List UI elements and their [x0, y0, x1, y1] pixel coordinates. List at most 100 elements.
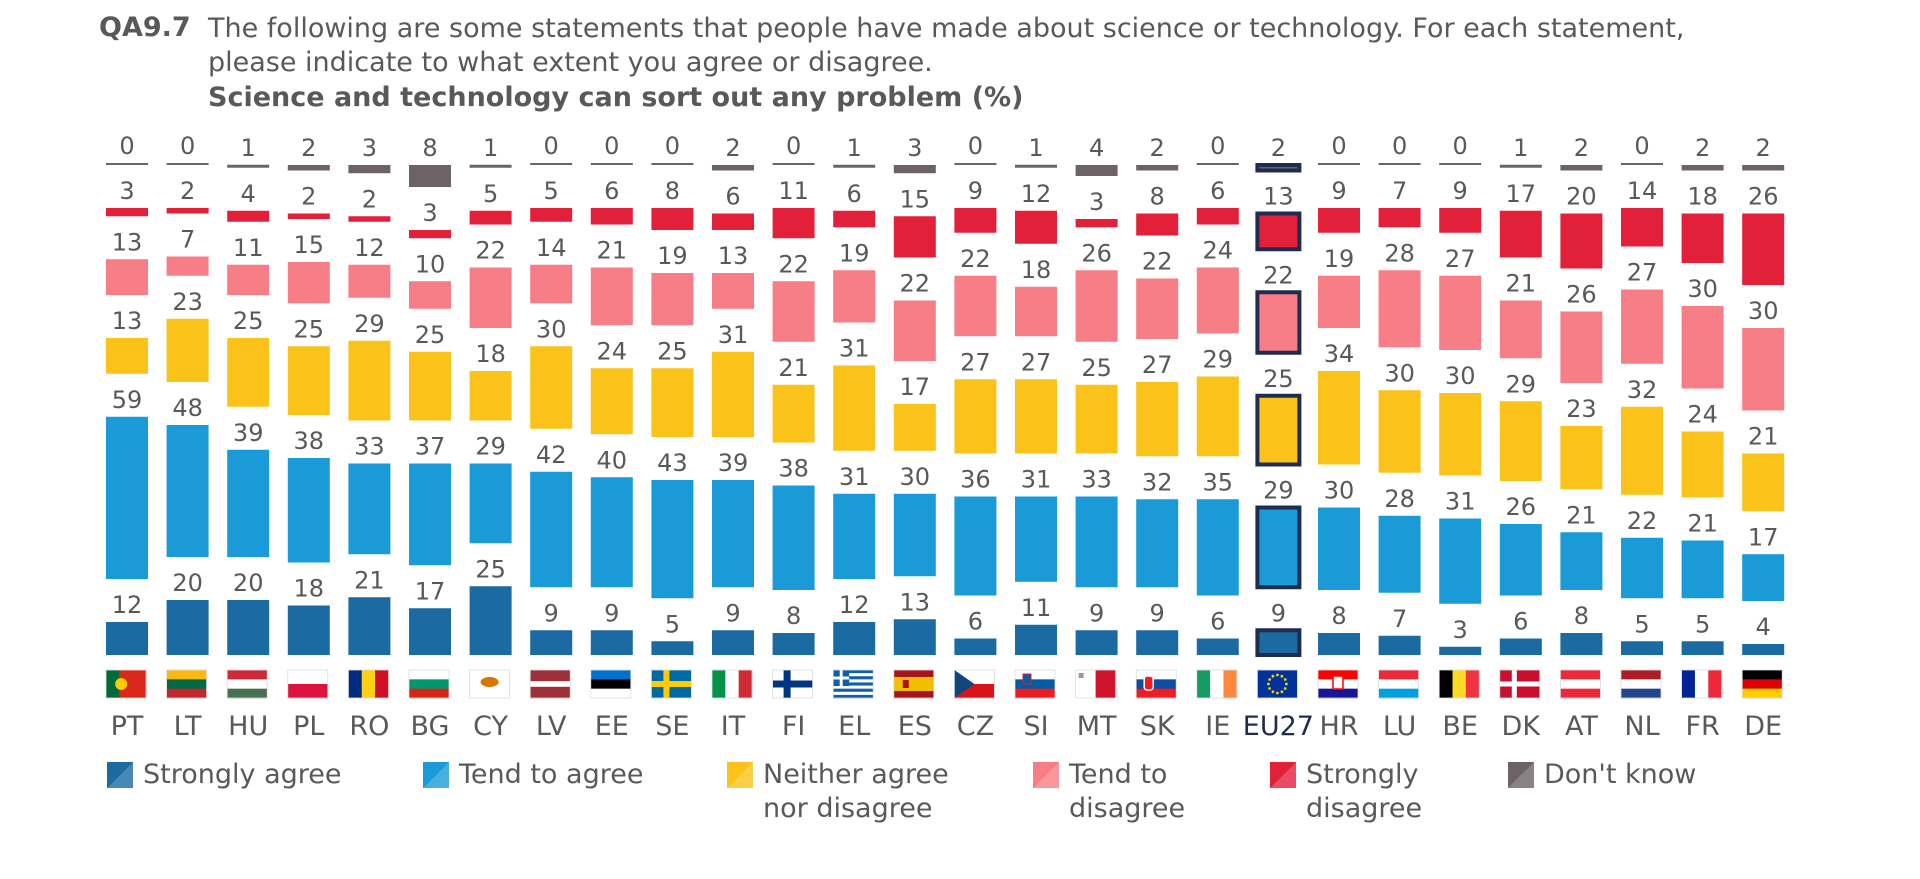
category-label-es: ES: [898, 711, 932, 742]
bar-neither-eu27: [1255, 393, 1302, 467]
data-label-strongly-agree-ee: 9: [604, 599, 619, 627]
data-label-dont-know-ie: 0: [1210, 132, 1225, 160]
bar-neither-fi: [772, 384, 815, 443]
flag-icon-fi: [772, 669, 813, 699]
legend-item-strongly-disagree: Strongly disagree: [1270, 758, 1422, 826]
bar-strongly-disagree-lv: [530, 208, 573, 222]
bar-strongly-agree-ee: [590, 630, 633, 655]
bar-tend-to-agree-cz: [954, 496, 997, 596]
legend-label-neither: Neither agree nor disagree: [763, 759, 949, 824]
stacked-column-chart: 1259131330204823720203925114118382515222…: [105, 132, 1785, 742]
flag-icon-si: [1014, 669, 1056, 699]
bar-tend-to-disagree-cz: [954, 275, 997, 337]
bar-tend-to-agree-at: [1560, 532, 1603, 590]
data-label-tend-to-disagree-mt: 26: [1081, 239, 1112, 267]
bar-tend-to-disagree-eu27: [1255, 290, 1302, 355]
data-label-tend-to-disagree-bg: 10: [415, 250, 446, 278]
bar-neither-de: [1742, 453, 1785, 512]
data-label-tend-to-disagree-nl: 27: [1627, 259, 1658, 287]
bar-strongly-agree-lt: [166, 600, 209, 655]
data-label-tend-to-disagree-fr: 30: [1687, 275, 1718, 303]
data-label-strongly-agree-mt: 9: [1089, 599, 1104, 627]
bar-tend-to-disagree-si: [1015, 286, 1057, 337]
category-label-ro: RO: [349, 711, 389, 742]
bar-tend-to-disagree-pl: [287, 262, 330, 304]
bar-neither-si: [1015, 379, 1057, 454]
bar-tend-to-agree-si: [1015, 496, 1057, 582]
bar-tend-to-agree-ro: [348, 463, 391, 555]
data-label-dont-know-fi: 0: [786, 132, 801, 160]
data-label-dont-know-mt: 4: [1089, 134, 1104, 162]
data-label-tend-to-agree-bg: 37: [415, 433, 446, 461]
flag-icon-be: [1438, 669, 1480, 699]
data-label-tend-to-disagree-at: 26: [1566, 281, 1597, 309]
bar-neither-sk: [1136, 382, 1179, 457]
bar-dont-know-lu: [1378, 163, 1421, 165]
legend-item-tend-to-agree: Tend to agree: [423, 758, 643, 792]
legend-swatch-tend-to-agree: [423, 762, 449, 788]
bar-neither-at: [1560, 426, 1603, 490]
data-label-neither-se: 25: [657, 337, 688, 365]
category-label-de: DE: [1744, 711, 1782, 742]
bar-tend-to-agree-nl: [1621, 537, 1663, 599]
flag-icon-ie: [1196, 669, 1238, 699]
data-label-tend-to-agree-fi: 38: [778, 455, 809, 483]
legend-item-strongly-agree: Strongly agree: [107, 758, 341, 792]
category-label-ee: EE: [595, 711, 629, 742]
data-label-tend-to-disagree-be: 27: [1445, 245, 1476, 273]
bar-neither-el: [833, 365, 876, 451]
bar-tend-to-agree-fi: [772, 485, 815, 590]
data-label-dont-know-de: 2: [1756, 134, 1771, 162]
bar-dont-know-cz: [954, 163, 997, 165]
data-label-strongly-disagree-es: 15: [900, 185, 931, 213]
bar-strongly-disagree-pt: [106, 208, 148, 217]
data-label-tend-to-agree-mt: 33: [1081, 466, 1112, 494]
bar-strongly-agree-ro: [348, 597, 391, 655]
data-label-tend-to-agree-sk: 32: [1142, 468, 1173, 496]
data-label-dont-know-pt: 0: [119, 132, 134, 160]
category-label-be: BE: [1442, 711, 1478, 742]
bar-dont-know-es: [893, 165, 936, 174]
data-label-neither-ee: 24: [597, 337, 628, 365]
data-label-tend-to-disagree-fi: 22: [778, 250, 809, 278]
data-label-dont-know-es: 3: [907, 134, 922, 162]
data-label-neither-bg: 25: [415, 321, 446, 349]
bar-dont-know-se: [651, 163, 694, 165]
data-label-dont-know-ee: 0: [604, 132, 619, 160]
data-label-dont-know-at: 2: [1574, 134, 1589, 162]
category-label-sk: SK: [1140, 711, 1176, 742]
bar-dont-know-nl: [1621, 163, 1663, 165]
question-text: The following are some statements that p…: [208, 13, 1685, 78]
data-label-strongly-agree-se: 5: [665, 610, 680, 638]
data-label-strongly-agree-de: 4: [1756, 613, 1771, 641]
data-label-dont-know-ro: 3: [362, 134, 377, 162]
flag-icon-es: [893, 669, 935, 699]
legend-swatch-tend-to-disagree: [1033, 762, 1059, 788]
category-label-pl: PL: [293, 711, 324, 742]
data-label-strongly-agree-ro: 21: [354, 566, 385, 594]
bar-strongly-agree-ie: [1196, 638, 1239, 655]
data-label-strongly-agree-be: 3: [1453, 616, 1468, 644]
category-label-fr: FR: [1685, 711, 1719, 742]
data-label-neither-es: 17: [900, 373, 931, 401]
data-label-strongly-disagree-pl: 2: [301, 183, 316, 211]
data-label-tend-to-agree-eu27: 29: [1263, 477, 1294, 505]
bar-neither-lt: [166, 318, 209, 382]
flag-icon-fr: [1681, 669, 1723, 699]
bar-strongly-agree-at: [1560, 633, 1603, 655]
data-label-strongly-disagree-si: 12: [1021, 180, 1052, 208]
data-label-neither-nl: 32: [1627, 376, 1658, 404]
bar-dont-know-hr: [1318, 163, 1360, 165]
bar-tend-to-agree-sk: [1136, 499, 1179, 588]
flag-icon-at: [1560, 669, 1601, 699]
flag-icon-sk: [1135, 669, 1177, 699]
flag-icon-nl: [1620, 669, 1662, 699]
bar-strongly-disagree-mt: [1075, 219, 1118, 228]
bar-dont-know-si: [1015, 164, 1057, 168]
bar-dont-know-ee: [590, 163, 633, 165]
bar-tend-to-disagree-ro: [348, 264, 391, 298]
data-label-dont-know-lt: 0: [180, 132, 195, 160]
data-label-neither-lt: 23: [172, 288, 203, 316]
data-label-tend-to-agree-be: 31: [1445, 488, 1476, 516]
bar-tend-to-agree-be: [1439, 518, 1482, 604]
